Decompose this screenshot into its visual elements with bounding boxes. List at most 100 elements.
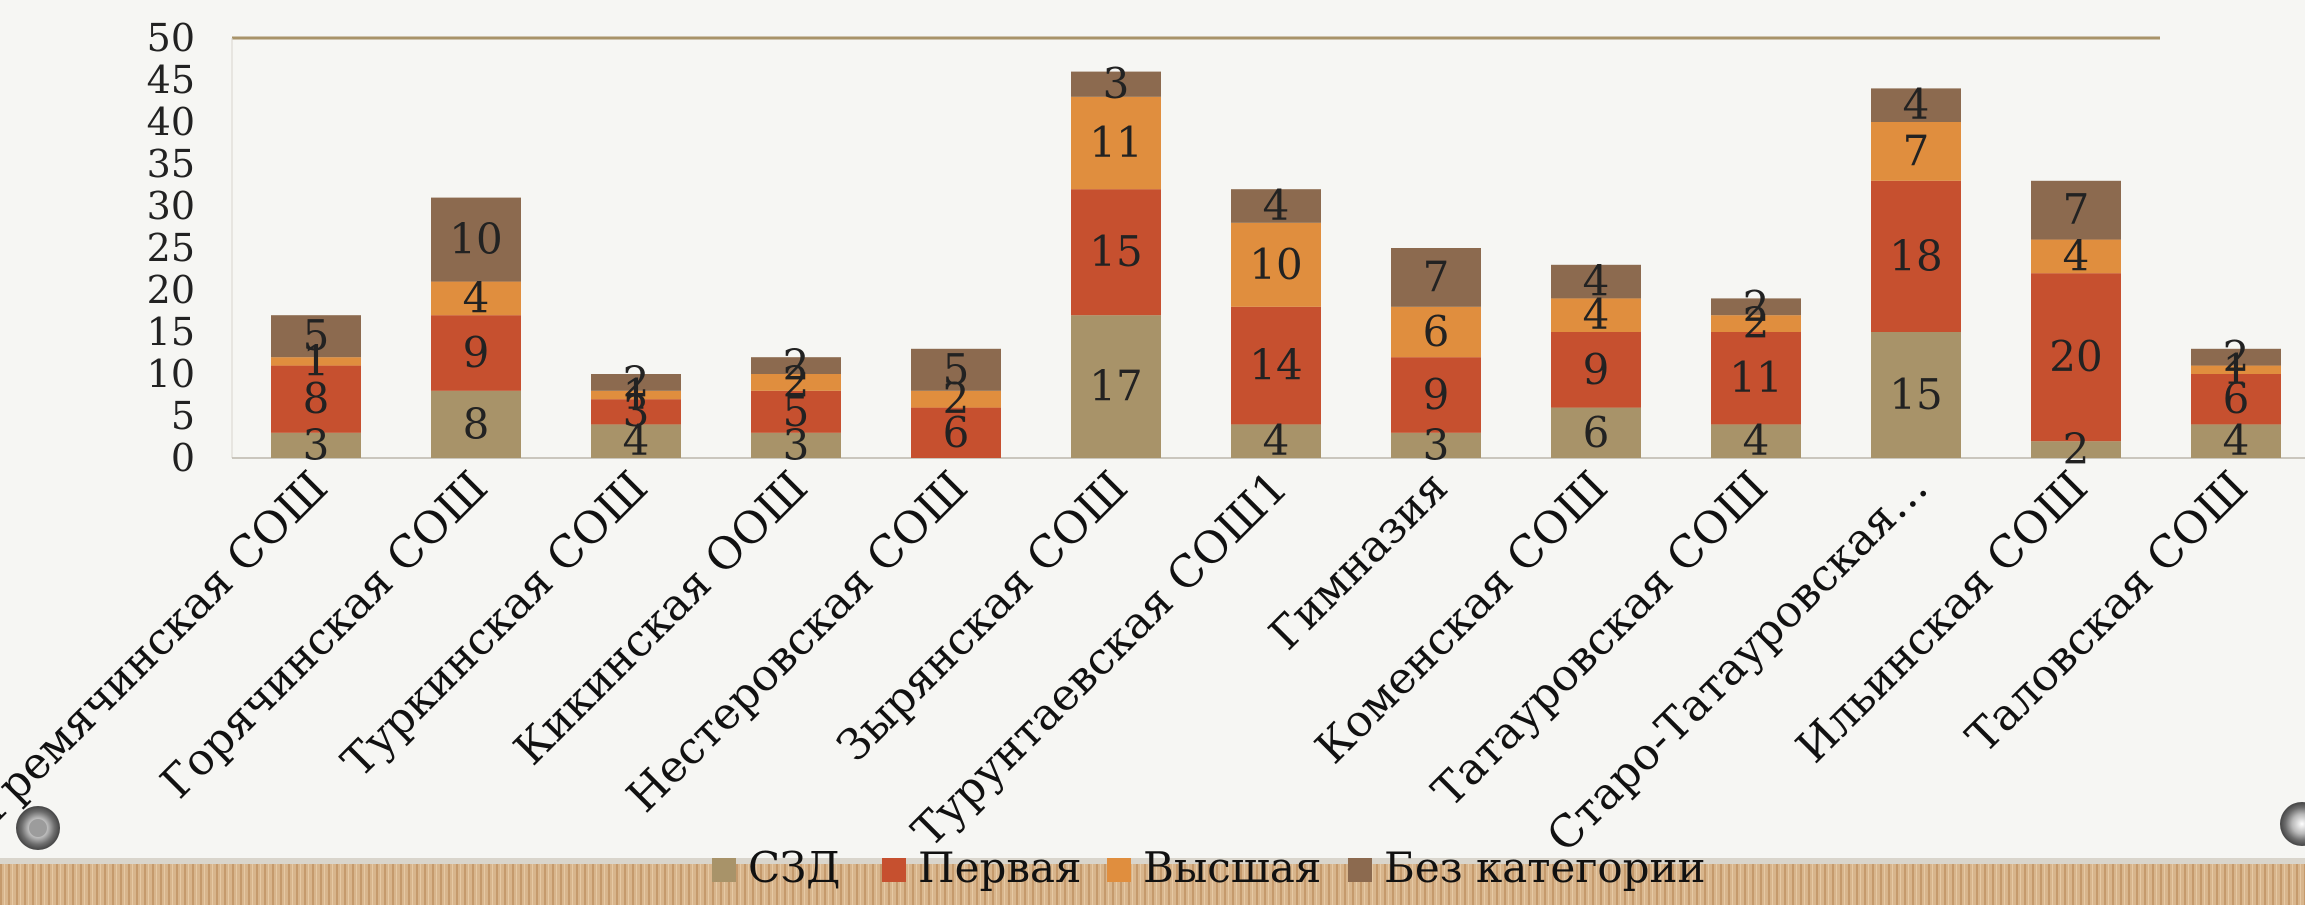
y-tick-label: 50 <box>147 16 195 60</box>
bar-value-label: 20 <box>2049 332 2102 381</box>
bar-value-label: 3 <box>783 420 810 469</box>
bar-value-label: 2 <box>2223 332 2250 381</box>
bar-segment <box>1231 306 1321 425</box>
legend-label: Без категории <box>1384 843 1706 892</box>
paper-shadow <box>0 858 2305 864</box>
bar-value-label: 3 <box>303 420 330 469</box>
bar-segment <box>1391 432 1481 458</box>
y-tick-label: 35 <box>147 142 195 186</box>
legend-label: СЗД <box>748 843 840 892</box>
bar-value-label: 7 <box>2063 185 2090 234</box>
bar-segment <box>2191 348 2281 366</box>
bar-segment <box>2191 365 2281 374</box>
legend-swatch <box>712 858 736 882</box>
bar-segment <box>271 357 361 366</box>
x-category-label: Ильинская СОШ <box>1787 462 2098 773</box>
bar-segment <box>431 315 521 391</box>
bar-value-label: 8 <box>463 399 490 448</box>
y-tick-label: 30 <box>147 184 195 228</box>
bar-segment <box>431 281 521 316</box>
bar-value-label: 10 <box>449 215 502 264</box>
x-category-label: Таловская СОШ <box>1957 462 2258 763</box>
bar-value-label: 4 <box>623 416 650 465</box>
bar-value-label: 6 <box>2223 374 2250 423</box>
bar-segment <box>1391 248 1481 307</box>
bar-value-label: 5 <box>783 387 810 436</box>
bar-segment <box>2031 180 2121 240</box>
bar-value-label: 4 <box>1263 416 1290 465</box>
bar-segment <box>751 374 841 391</box>
bar-value-label: 3 <box>623 387 650 436</box>
bar-segment <box>591 424 681 458</box>
bar-segment <box>911 390 1001 408</box>
bar-segment <box>271 315 361 358</box>
legend-swatch <box>882 858 906 882</box>
bars-layer <box>271 71 2281 458</box>
bar-value-label: 8 <box>303 374 330 423</box>
bar-value-label: 2 <box>1743 282 1770 331</box>
bar-segment <box>1551 264 1641 299</box>
bar-value-label: 2 <box>623 357 650 406</box>
bar-value-label: 10 <box>1249 240 1302 289</box>
bar-value-label: 4 <box>1583 290 1610 339</box>
bar-segment <box>2031 273 2121 442</box>
bar-segment <box>431 197 521 282</box>
legend-label: Первая <box>918 843 1082 892</box>
y-tick-label: 5 <box>171 394 195 438</box>
bar-segment <box>1711 298 1801 316</box>
x-category-label: Горячинская СОШ <box>151 462 498 809</box>
pin-left-hole-icon <box>29 819 47 837</box>
y-tick-label: 25 <box>147 226 195 270</box>
bar-value-label: 11 <box>1729 353 1782 402</box>
bar-value-label: 1 <box>2223 345 2250 394</box>
bar-value-label: 14 <box>1249 341 1302 390</box>
bar-value-label: 3 <box>1423 420 1450 469</box>
bar-value-label: 3 <box>1103 59 1130 108</box>
bar-segment <box>1071 71 1161 97</box>
y-tick-label: 45 <box>147 58 195 102</box>
bar-segment <box>1071 315 1161 458</box>
bar-value-label: 17 <box>1089 362 1142 411</box>
bar-value-label: 7 <box>1903 126 1930 175</box>
bar-value-label: 7 <box>1423 252 1450 301</box>
bar-value-label: 4 <box>1903 80 1930 129</box>
bar-value-label: 4 <box>2063 231 2090 280</box>
bar-segment <box>1071 189 1161 316</box>
legend-label: Высшая <box>1143 843 1321 892</box>
bar-value-label: 2 <box>783 357 810 406</box>
bar-value-label: 18 <box>1889 231 1942 280</box>
bar-segment <box>1231 189 1321 223</box>
bar-segment <box>751 390 841 433</box>
bar-segment <box>2191 424 2281 458</box>
bar-value-label: 9 <box>463 328 490 377</box>
bar-value-label: 15 <box>1089 227 1142 276</box>
bar-value-label: 4 <box>2223 416 2250 465</box>
y-tick-label: 20 <box>147 268 195 312</box>
bar-segment <box>911 407 1001 458</box>
y-tick-label: 0 <box>171 436 195 480</box>
bar-value-label: 6 <box>1423 307 1450 356</box>
bar-value-label: 5 <box>943 345 970 394</box>
bar-value-label: 1 <box>303 336 330 385</box>
bar-segment <box>1071 96 1161 190</box>
x-category-label: Кикинская ООШ <box>505 462 818 775</box>
y-tick-label: 40 <box>147 100 195 144</box>
bar-segment <box>1711 332 1801 425</box>
bar-segment <box>1711 315 1801 332</box>
bar-segment <box>1551 298 1641 332</box>
bar-value-label: 4 <box>1583 257 1610 306</box>
bar-value-label: 9 <box>1423 370 1450 419</box>
bar-segment <box>271 432 361 458</box>
bar-segment <box>1231 222 1321 307</box>
bar-segment <box>1871 122 1961 181</box>
bar-segment <box>271 365 361 433</box>
bar-segment <box>1551 407 1641 458</box>
bar-segment <box>751 357 841 374</box>
bar-value-label: 1 <box>623 370 650 419</box>
bar-value-label: 2 <box>783 341 810 390</box>
bar-segment <box>1391 357 1481 433</box>
